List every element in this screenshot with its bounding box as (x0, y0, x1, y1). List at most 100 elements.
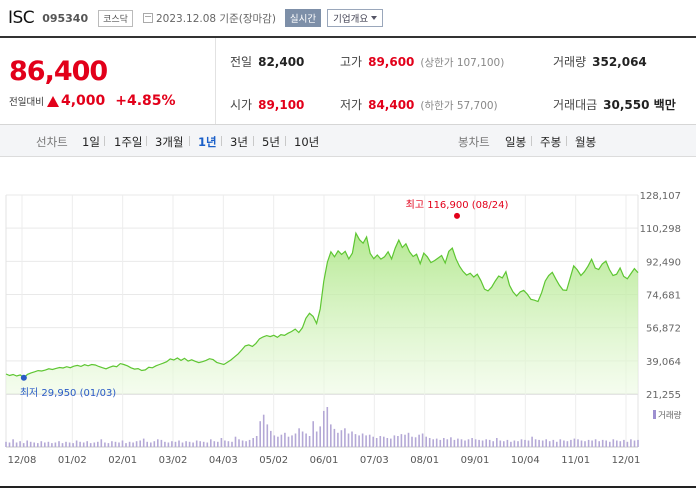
stat-prev-close: 전일 82,400 (230, 53, 304, 70)
volume-bar (372, 436, 374, 447)
volume-bar (573, 438, 576, 447)
volume-bar (58, 441, 60, 447)
tab-daily[interactable]: 일봉 (505, 135, 527, 149)
volume-bar (407, 432, 410, 447)
volume-bar (195, 440, 198, 447)
tab-separator (566, 136, 567, 146)
stat-value: 89,600 (368, 55, 415, 69)
tab-10y[interactable]: 10년 (294, 135, 320, 149)
y-tick-label: 92,490 (646, 257, 681, 268)
tab-1w[interactable]: 1주일 (114, 135, 143, 149)
volume-bar (591, 440, 593, 447)
lower-limit: (하한가 57,700) (420, 100, 498, 112)
volume-bar (577, 439, 579, 447)
volume-bar (100, 439, 103, 447)
stat-volume: 거래량 352,064 (553, 53, 647, 70)
stat-open: 시가 89,100 (230, 96, 304, 113)
y-tick-label: 74,681 (646, 291, 681, 302)
volume-bar (266, 424, 269, 447)
volume-bar (435, 438, 438, 447)
x-tick-label: 06/01 (310, 455, 339, 466)
volume-bar (474, 439, 477, 447)
tab-1y[interactable]: 1년 (198, 135, 217, 149)
stats-divider (0, 124, 696, 125)
high-marker (454, 212, 460, 219)
volume-bar (12, 439, 14, 447)
volume-bar (584, 441, 586, 447)
volume-bar (79, 441, 81, 447)
volume-bar (552, 439, 555, 447)
volume-bar (142, 438, 145, 447)
volume-bar (616, 440, 618, 447)
y-tick-label: 56,872 (646, 324, 681, 335)
volume-bar (118, 442, 120, 447)
volume-bar (139, 440, 141, 447)
volume-bar (93, 442, 96, 447)
volume-bar (492, 441, 494, 447)
volume-bar (421, 433, 424, 447)
stat-label: 거래대금 (553, 98, 598, 112)
current-price: 86,400 (9, 56, 108, 87)
change-label: 전일대비 (9, 97, 44, 108)
volume-bar (202, 441, 205, 447)
volume-bar (252, 438, 254, 447)
tab-separator (253, 136, 254, 146)
volume-bar (164, 441, 166, 447)
volume-bar (51, 443, 53, 447)
company-overview-dropdown[interactable]: 기업개요 (327, 9, 384, 27)
x-tick-label: 08/01 (410, 455, 439, 466)
volume-bar (262, 414, 265, 447)
price-chart[interactable]: 128,107 110,298 92,490 74,681 56,872 39,064 21… (0, 185, 696, 471)
volume-bar (167, 442, 170, 447)
tab-monthly[interactable]: 월봉 (575, 135, 597, 149)
stat-value: 89,100 (258, 98, 305, 112)
volume-bar (171, 441, 173, 447)
volume-bar (548, 441, 551, 447)
base-date-text: 2023.12.08 기준(장마감) (155, 12, 276, 25)
stat-label: 거래량 (553, 55, 587, 69)
stock-name: ISC (8, 8, 35, 28)
volume-bar (224, 440, 226, 447)
volume-bar (488, 439, 491, 447)
volume-bar (259, 421, 261, 447)
tab-separator (189, 136, 190, 146)
volume-bar (121, 440, 124, 447)
y-tick-label: 21,255 (646, 390, 681, 401)
volume-bar (397, 436, 399, 447)
low-annotation: 최저 29,950 (01/03) (20, 387, 116, 399)
tab-weekly[interactable]: 주봉 (540, 135, 562, 149)
volume-bar (559, 439, 562, 447)
tab-5y[interactable]: 5년 (262, 135, 280, 149)
volume-bar (178, 440, 180, 447)
volume-bar (612, 439, 615, 447)
stat-label: 고가 (340, 55, 363, 69)
x-tick-label: 03/02 (159, 455, 188, 466)
price-stats: 전일 82,400 시가 89,100 고가 89,600 (상한가 107,1… (216, 38, 696, 124)
volume-bar (273, 435, 276, 447)
volume-bar (135, 441, 138, 447)
tab-3y[interactable]: 3년 (230, 135, 248, 149)
volume-bar (89, 443, 92, 447)
up-arrow-icon (46, 95, 59, 107)
volume-bar (446, 439, 449, 447)
volume-bar (337, 432, 339, 447)
volume-bar (619, 441, 622, 447)
tab-separator (285, 136, 286, 146)
realtime-button[interactable]: 실시간 (284, 9, 322, 27)
volume-bar (481, 440, 484, 447)
volume-bar (234, 436, 237, 447)
volume-bar (527, 440, 530, 447)
volume-bar (347, 433, 350, 447)
volume-bar (400, 434, 403, 447)
tab-3m[interactable]: 3개월 (155, 135, 184, 149)
line-chart-caption: 선차트 (36, 135, 68, 149)
volume-bar (248, 439, 251, 447)
volume-bar (538, 439, 540, 447)
volume-bar (19, 441, 21, 447)
tab-1d[interactable]: 1일 (82, 135, 100, 149)
volume-bar (411, 436, 413, 447)
x-tick-label: 11/01 (561, 455, 590, 466)
volume-bar (534, 439, 537, 447)
price-line (5, 231, 639, 379)
volume-bar (146, 441, 148, 447)
